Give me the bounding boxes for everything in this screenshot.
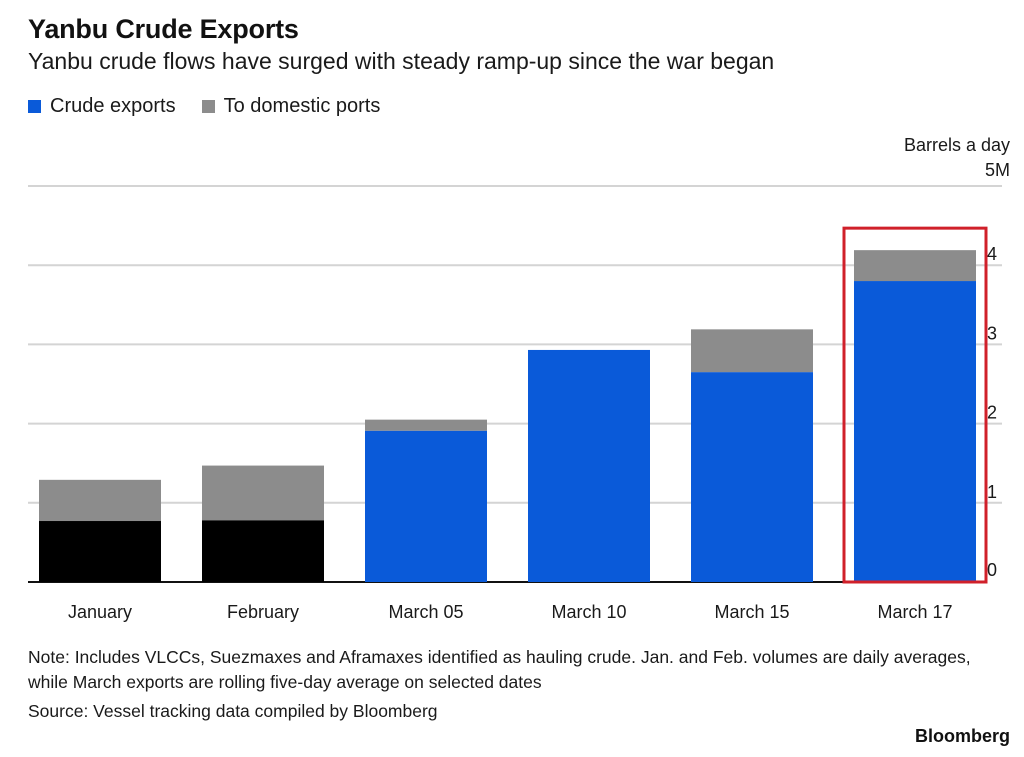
x-tick-labels: January February March 05 March 10 March 15 M… bbox=[68, 602, 953, 622]
legend-item-domestic-ports: To domestic ports bbox=[201, 95, 381, 118]
x-tick-label: March 17 bbox=[877, 602, 952, 622]
y-tick-label: 4 bbox=[987, 244, 997, 264]
bar-crude-exports bbox=[202, 520, 324, 582]
highlight-box bbox=[842, 226, 988, 584]
highlight bbox=[842, 226, 988, 584]
bloomberg-logo: Bloomberg bbox=[914, 726, 1010, 746]
x-tick-label: February bbox=[227, 602, 299, 622]
x-tick-label: January bbox=[68, 602, 132, 622]
bar-domestic-ports bbox=[39, 479, 161, 522]
bars bbox=[39, 250, 976, 582]
bar-crude-exports bbox=[528, 349, 650, 582]
x-tick-label: March 05 bbox=[388, 602, 463, 622]
legend-label-domestic-ports: To domestic ports bbox=[223, 95, 381, 117]
gridlines bbox=[28, 185, 1002, 583]
legend-label-crude-exports: Crude exports bbox=[50, 95, 176, 117]
bar-chart: Barrels a day 0 1 2 3 4 5M January February Mar… bbox=[28, 135, 1010, 622]
bar-domestic-ports bbox=[691, 329, 813, 373]
y-tick-label: 2 bbox=[987, 403, 997, 423]
x-tick-label: March 15 bbox=[714, 602, 789, 622]
chart-subtitle: Yanbu crude flows have surged with stead… bbox=[28, 48, 775, 74]
bar-crude-exports bbox=[854, 281, 976, 582]
y-axis-unit-label: Barrels a day bbox=[904, 135, 1010, 155]
chart-title: Yanbu Crude Exports bbox=[28, 14, 299, 44]
footnote: Note: Includes VLCCs, Suezmaxes and Afra… bbox=[28, 647, 971, 692]
bar-crude-exports bbox=[691, 372, 813, 582]
bar-domestic-ports bbox=[854, 250, 976, 282]
bar-crude-exports bbox=[39, 521, 161, 582]
source-note: Source: Vessel tracking data compiled by… bbox=[28, 701, 438, 721]
legend-swatch-crude-exports bbox=[28, 100, 41, 113]
y-tick-label: 0 bbox=[987, 560, 997, 580]
y-tick-label: 1 bbox=[987, 482, 997, 502]
bar-crude-exports bbox=[365, 430, 487, 582]
y-tick-labels: 0 1 2 3 4 5M bbox=[985, 160, 1010, 580]
bar-domestic-ports bbox=[202, 465, 324, 521]
x-tick-label: March 10 bbox=[551, 602, 626, 622]
bar-domestic-ports bbox=[365, 419, 487, 431]
legend: Crude exports To domestic ports bbox=[28, 95, 406, 118]
legend-item-crude-exports: Crude exports bbox=[28, 95, 176, 118]
legend-swatch-domestic-ports bbox=[201, 100, 215, 113]
y-tick-label: 3 bbox=[987, 323, 997, 343]
y-tick-label: 5M bbox=[985, 160, 1010, 180]
